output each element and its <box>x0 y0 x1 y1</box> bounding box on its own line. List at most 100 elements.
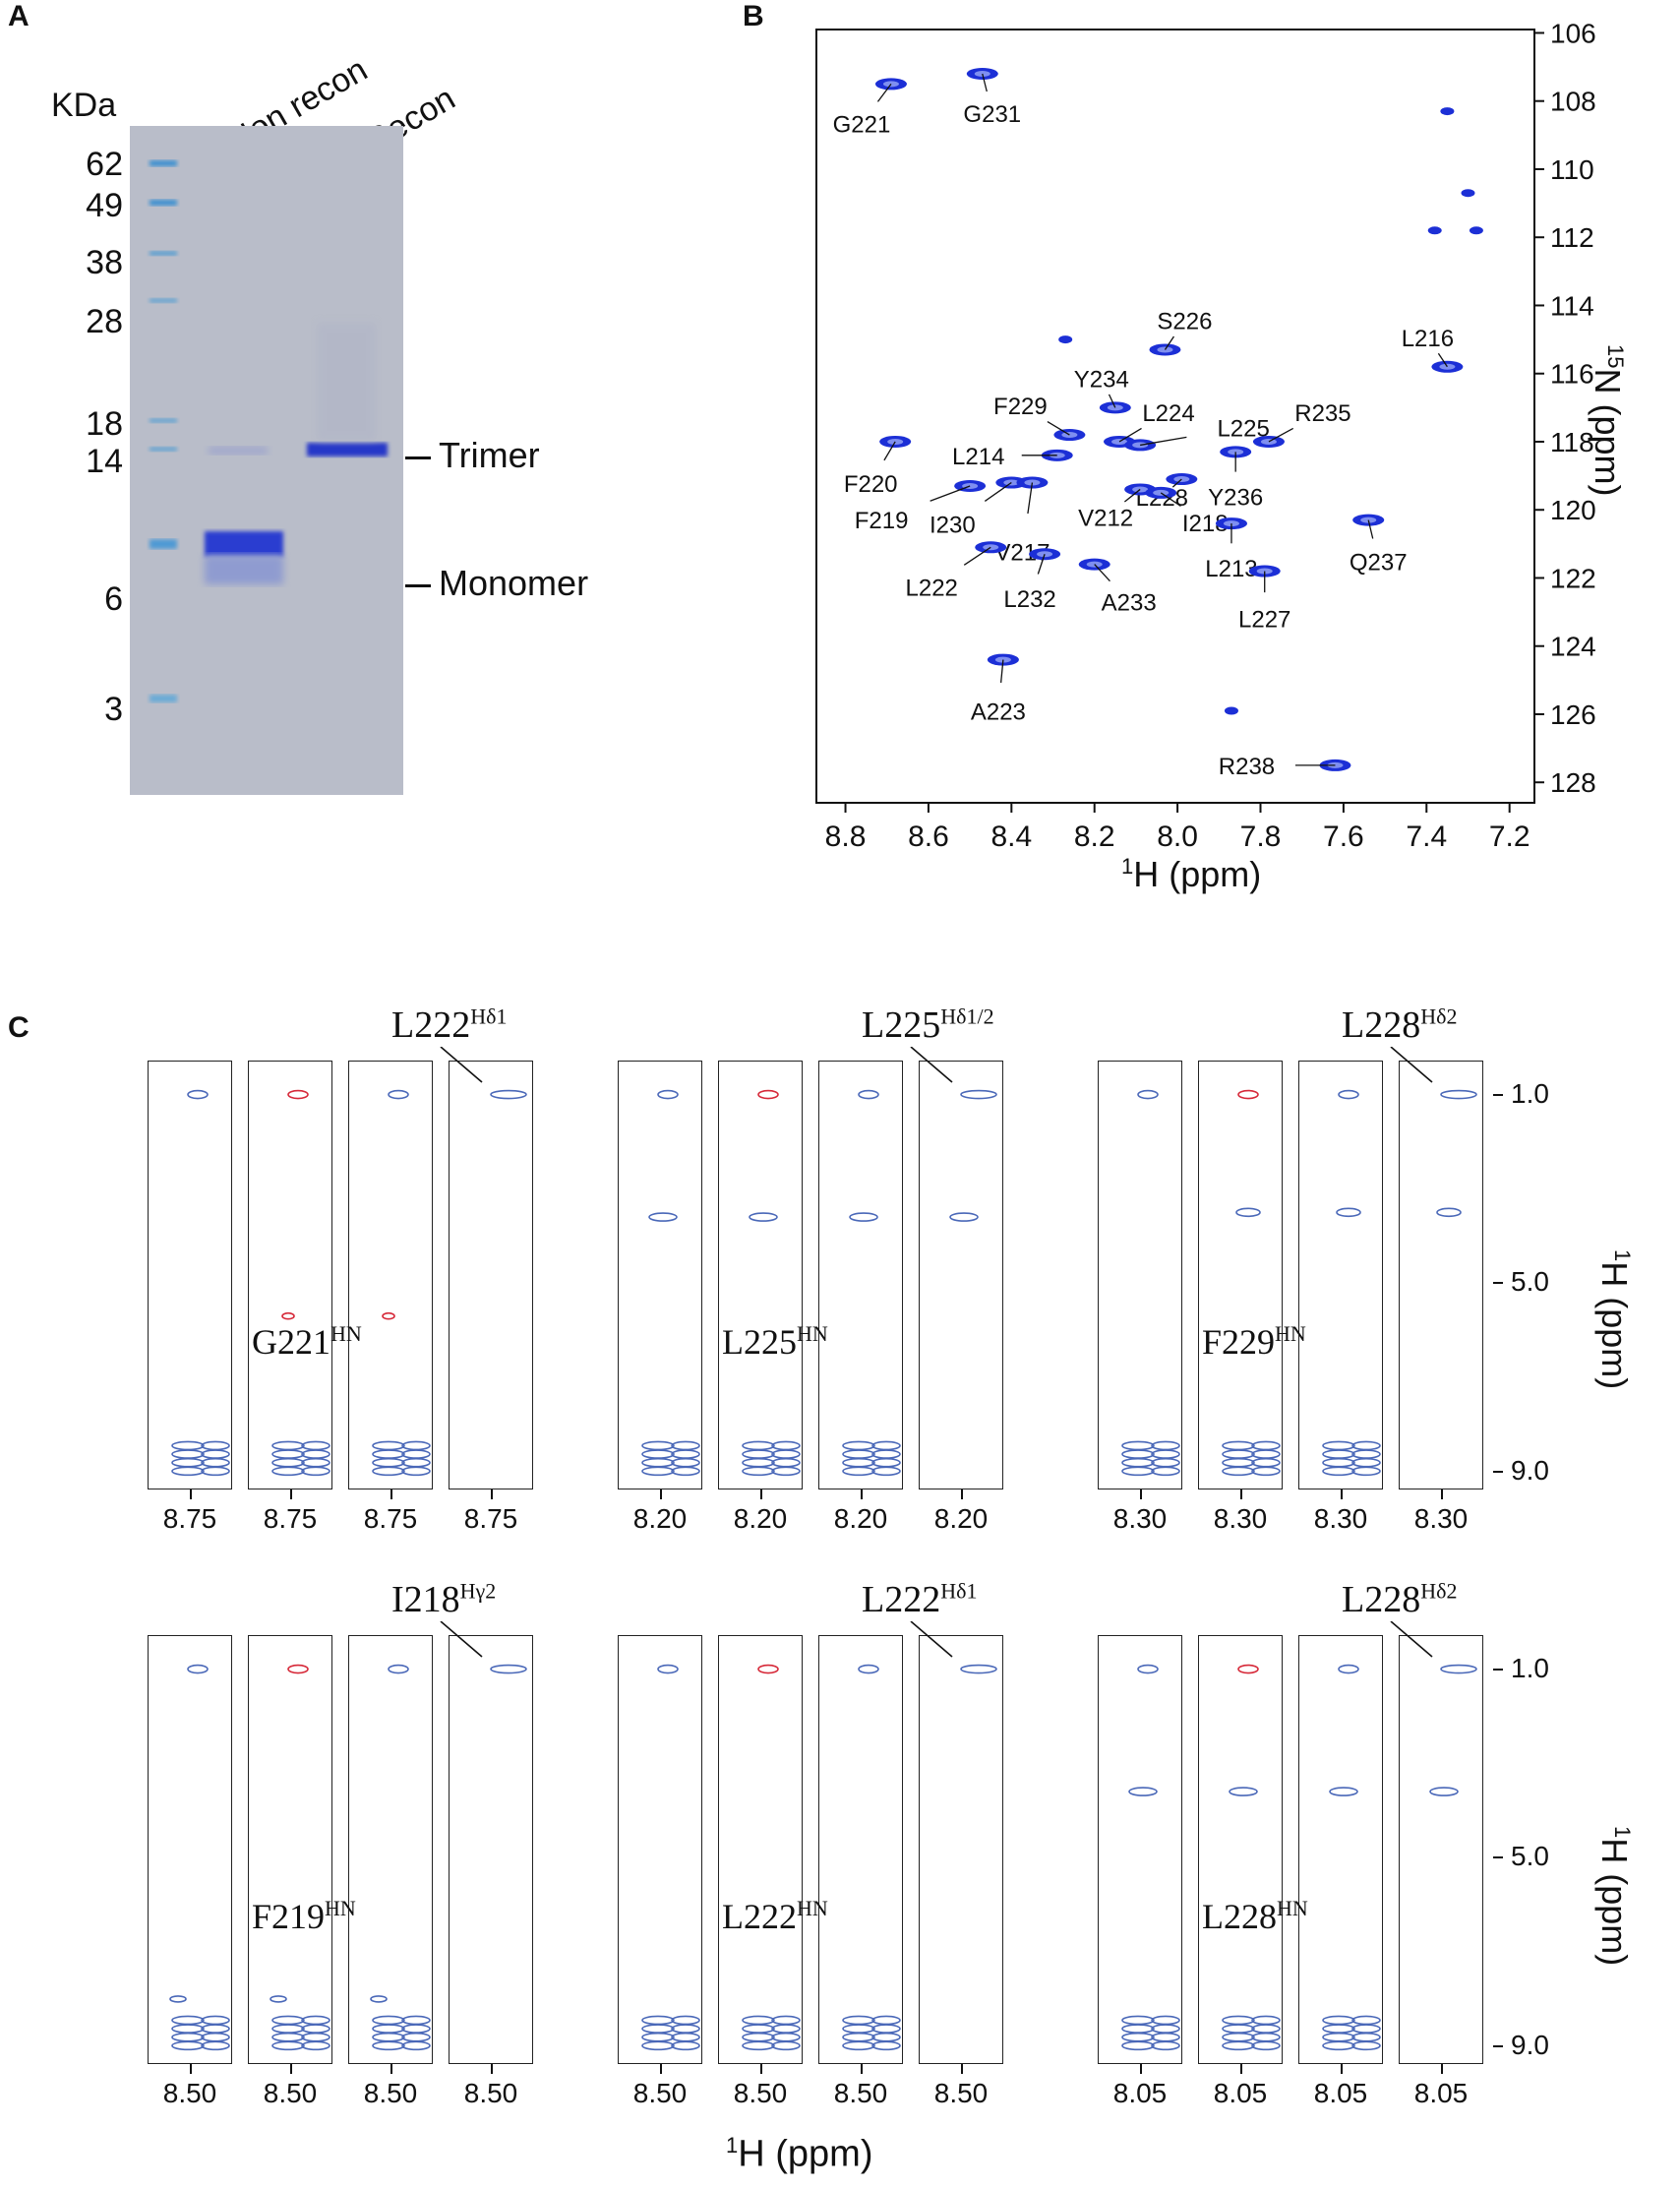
strip-contours <box>742 1089 801 1477</box>
amide-contour <box>372 1466 405 1477</box>
amide-contour <box>1251 1440 1281 1451</box>
strip-y-tick <box>1493 1093 1503 1096</box>
strip-contours <box>1429 1664 1477 1796</box>
strip-contours <box>1222 1089 1281 1477</box>
strip-x-tick-label: 8.05 <box>1112 2078 1168 2108</box>
strip-x-tick <box>961 2064 963 2074</box>
methyl-contour <box>960 1089 997 1100</box>
methyl-contour <box>858 1664 879 1674</box>
strip-y-tick <box>1493 1282 1503 1285</box>
strip-x-tick-label: 8.05 <box>1313 2078 1368 2108</box>
strip-x-tick-label: 8.05 <box>1413 2078 1469 2108</box>
amide-contour <box>842 1449 875 1459</box>
methyl-contour <box>960 1664 997 1674</box>
hsqc-y-tick-label: 114 <box>1550 290 1594 321</box>
amide-contour <box>771 1466 801 1477</box>
amide-contour <box>871 1449 901 1459</box>
strip-contours <box>490 1664 527 1674</box>
marker-label-14: 14 <box>86 443 123 480</box>
noe-contour <box>382 1311 395 1320</box>
tag-residue: L222 <box>391 1004 471 1046</box>
amide-contour <box>1351 2024 1381 2034</box>
monomer-band <box>205 531 283 557</box>
hsqc-x-tick-label: 7.4 <box>1406 820 1447 853</box>
recon-smear <box>317 323 376 441</box>
amide-contour <box>1251 2024 1281 2034</box>
hsqc-leader-L224 <box>1118 427 1142 443</box>
amide-contour <box>301 2040 330 2051</box>
hsqc-label-F229: F229 <box>993 394 1048 420</box>
amide-contour <box>1222 1449 1255 1459</box>
amide-contour <box>771 1440 801 1451</box>
methyl-contour <box>657 1089 679 1100</box>
hsqc-label-L214: L214 <box>952 444 1004 470</box>
amide-contour <box>372 1440 405 1451</box>
marker-18-band <box>150 418 177 423</box>
strip-x-tick <box>190 2064 192 2074</box>
methyl-contour <box>1440 1664 1477 1674</box>
tag-residue: I218 <box>391 1579 460 1620</box>
strip-x-tick <box>1140 1489 1142 1499</box>
methyl-contour <box>1137 1664 1159 1674</box>
strip-x-tick-label: 8.50 <box>933 2078 989 2108</box>
strip-panel <box>1098 1061 1182 1489</box>
amide-contour <box>1121 1449 1155 1459</box>
amide-contour <box>1322 1440 1355 1451</box>
amide-contour <box>871 2015 901 2026</box>
hsqc-label-Y234: Y234 <box>1074 366 1129 393</box>
strip-panel <box>348 1061 433 1489</box>
tag-atom: Hδ1/2 <box>940 1003 994 1029</box>
strip-x-tick <box>1240 1489 1242 1499</box>
methyl-contour <box>287 1089 309 1100</box>
amide-contour <box>401 1440 431 1451</box>
strip-contours <box>1222 1664 1281 2051</box>
strip-panel <box>718 1061 803 1489</box>
hn-residue: L222 <box>722 1897 797 1936</box>
marker-label-3: 3 <box>104 691 123 728</box>
amide-contour <box>1151 2015 1180 2026</box>
strip-contours <box>960 1664 997 1674</box>
tag-atom: Hγ2 <box>459 1578 497 1604</box>
strip-x-tick-label: 8.75 <box>162 1503 217 1534</box>
strip-panel <box>1198 1061 1283 1489</box>
hn-atom: HN <box>1277 1896 1308 1920</box>
amide-contour <box>1351 1457 1381 1468</box>
amide-contour <box>271 1449 305 1459</box>
amide-contour <box>271 2040 305 2051</box>
amide-contour <box>771 1449 801 1459</box>
amide-contour <box>171 1457 205 1468</box>
strip-panel <box>148 1061 232 1489</box>
hn-atom: HN <box>797 1321 828 1346</box>
hsqc-unassigned-peak <box>1461 189 1475 198</box>
methyl-contour <box>1237 1664 1259 1674</box>
strip-panel <box>1399 1635 1483 2064</box>
side-chain-contour <box>749 1212 778 1222</box>
tag-atom: Hδ1 <box>940 1578 978 1604</box>
strip-x-tick-label: 8.50 <box>632 2078 688 2108</box>
hsqc-leader-F220 <box>883 441 896 461</box>
strip-x-tick <box>1140 2064 1142 2074</box>
amide-contour <box>742 2015 775 2026</box>
strip-contours <box>1121 1089 1180 1477</box>
hsqc-label-R235: R235 <box>1294 400 1350 427</box>
marker-6-band <box>150 539 177 549</box>
amide-contour <box>171 2024 205 2034</box>
hsqc-label-A233: A233 <box>1102 590 1157 617</box>
hsqc-unassigned-peak <box>1469 226 1483 235</box>
methyl-contour <box>1440 1089 1477 1100</box>
amide-contour <box>1351 1466 1381 1477</box>
amide-contour <box>201 2032 230 2042</box>
amide-contour <box>671 1457 700 1468</box>
amide-contour <box>641 2032 675 2042</box>
amide-contour <box>842 1466 875 1477</box>
strip-y-axis-title-top: 1H (ppm) <box>1594 1249 1635 1390</box>
strip-x-tick <box>660 1489 662 1499</box>
amide-contour <box>1251 2040 1281 2051</box>
tag-leader <box>1390 1047 1433 1083</box>
amide-contour <box>1151 2024 1180 2034</box>
amide-contour <box>1121 1466 1155 1477</box>
strip-panel <box>449 1061 533 1489</box>
hsqc-label-F219: F219 <box>855 508 909 534</box>
panel-a-letter: A <box>8 0 30 32</box>
